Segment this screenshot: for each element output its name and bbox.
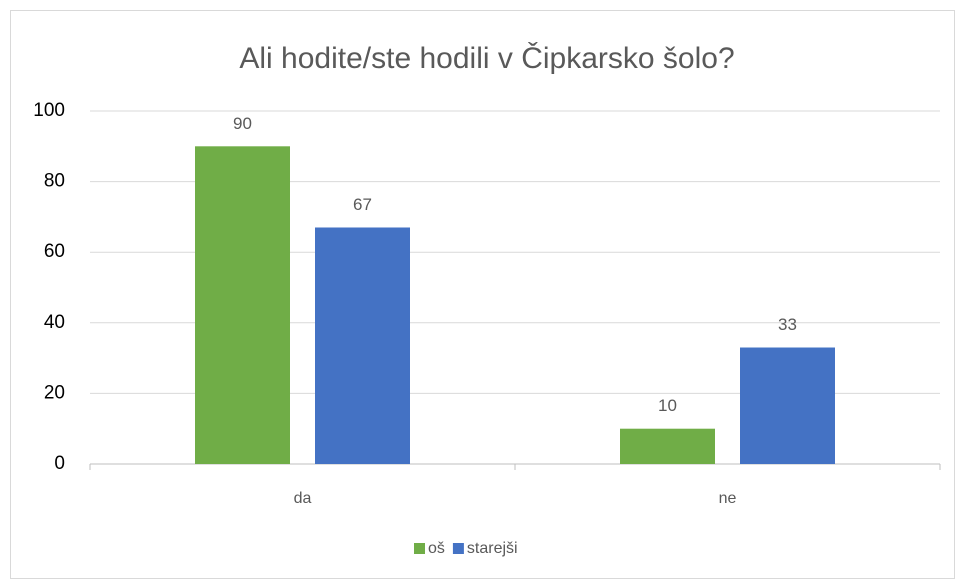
legend-swatch	[452, 543, 464, 554]
y-tick-label: 80	[44, 171, 65, 192]
legend: oš starejši	[414, 540, 518, 557]
legend-label: starejši	[467, 540, 518, 557]
data-label: 33	[778, 315, 797, 334]
data-label: 67	[353, 195, 372, 214]
chart-title: Ali hodite/ste hodili v Čipkarsko šolo?	[239, 41, 734, 75]
y-tick-label: 60	[44, 241, 65, 262]
bar	[315, 227, 410, 464]
legend-label: oš	[428, 540, 445, 557]
bar	[195, 146, 290, 465]
y-tick-label: 0	[54, 453, 65, 474]
chart-border	[10, 10, 955, 579]
y-tick-label: 40	[44, 312, 65, 333]
data-label: 90	[233, 114, 252, 133]
y-tick-label: 20	[44, 382, 65, 403]
data-label: 10	[658, 396, 677, 415]
bar	[740, 347, 835, 464]
bar	[620, 428, 715, 464]
x-tick-label: ne	[719, 490, 737, 507]
legend-swatch	[414, 543, 425, 554]
y-tick-label: 100	[33, 100, 65, 121]
x-tick-label: da	[294, 490, 312, 507]
